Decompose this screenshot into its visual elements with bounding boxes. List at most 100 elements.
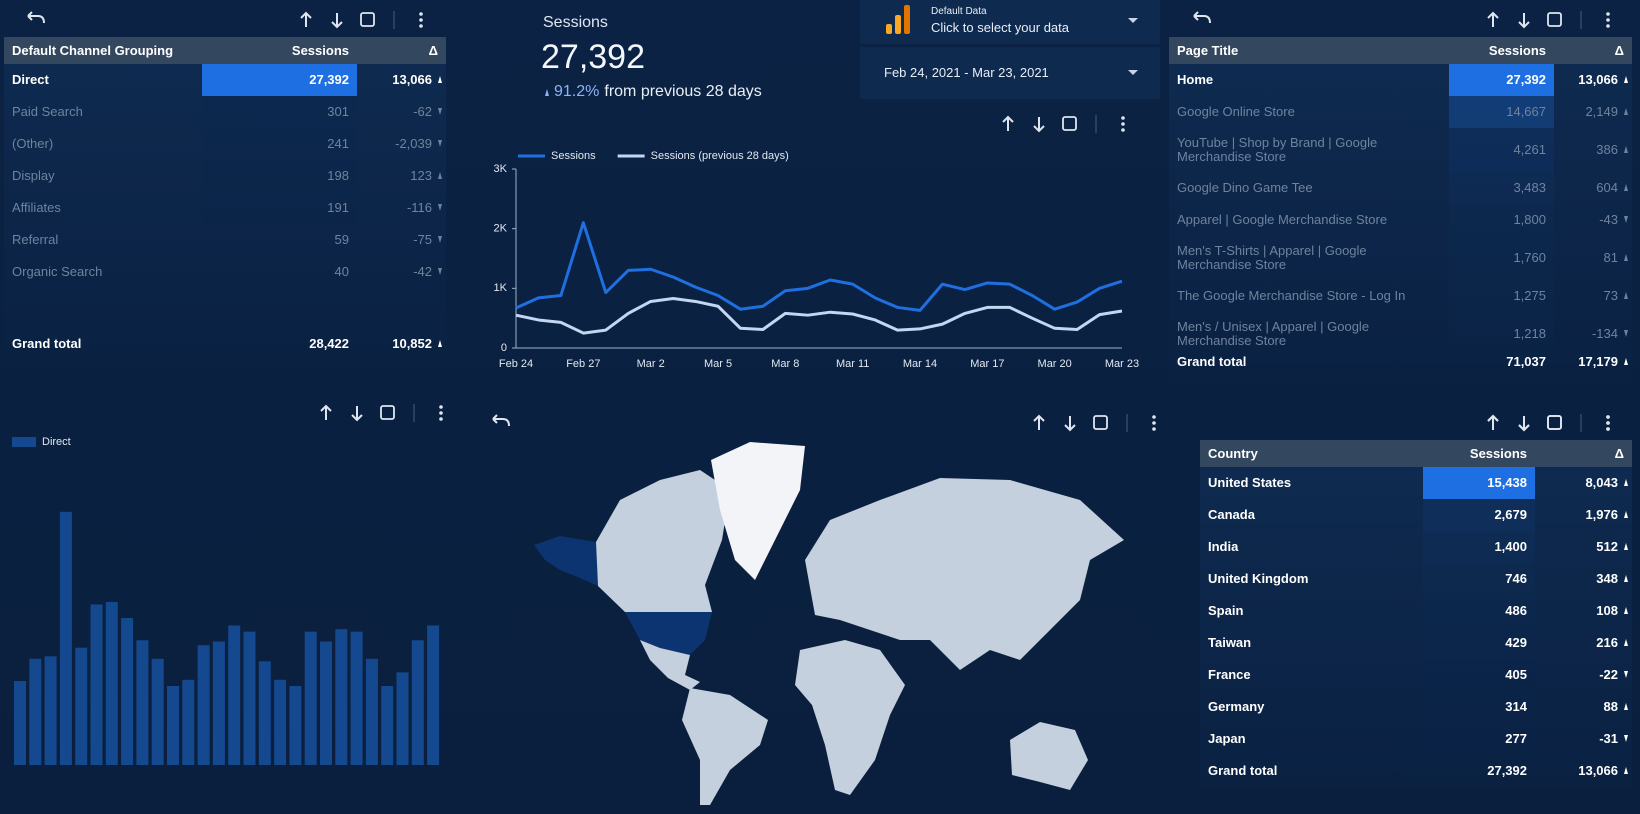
up-arrow <box>1624 292 1628 299</box>
menu-dot[interactable] <box>1606 12 1610 16</box>
menu-dot[interactable] <box>1121 122 1125 126</box>
delta-cell: -116 <box>357 201 446 215</box>
chart-toolbar[interactable] <box>1487 414 1610 432</box>
menu-dot[interactable] <box>1606 18 1610 22</box>
table-row: YouTube | Shop by Brand | Google Merchan… <box>1169 128 1632 172</box>
sort-up-icon[interactable] <box>1487 414 1499 430</box>
bar <box>320 641 332 765</box>
menu-dot[interactable] <box>1152 415 1156 419</box>
menu-dot[interactable] <box>1121 116 1125 120</box>
total-delta: 17,179 <box>1554 355 1632 369</box>
sort-down-icon[interactable] <box>1033 117 1045 133</box>
sort-down-icon[interactable] <box>351 406 363 422</box>
x-tick-label: Feb 27 <box>566 358 600 370</box>
data-source-selector[interactable]: Default Data Click to select your data <box>860 0 1160 44</box>
row-label: Referral <box>12 232 59 247</box>
undo-icon[interactable] <box>27 11 45 24</box>
total-sessions: 27,392 <box>1487 763 1527 778</box>
sort-up-icon[interactable] <box>300 11 312 27</box>
up-arrow <box>1624 575 1628 582</box>
explore-icon[interactable] <box>360 12 375 27</box>
table-row: Google Online Store 14,667 2,149 <box>1169 96 1632 128</box>
delta-cell: 604 <box>1554 181 1632 195</box>
sort-down-icon[interactable] <box>331 13 343 29</box>
menu-dot[interactable] <box>439 411 443 415</box>
row-label: Germany <box>1208 699 1265 714</box>
chart-toolbar[interactable] <box>1487 11 1610 29</box>
total-row: Grand total 27,392 13,066 <box>1200 755 1632 787</box>
chart-toolbar[interactable] <box>1002 115 1125 133</box>
sessions-cell: 1,760 <box>1449 236 1554 280</box>
total-delta: 13,066 <box>1535 764 1632 778</box>
sort-down-icon[interactable] <box>1518 13 1530 29</box>
menu-dot[interactable] <box>1606 24 1610 28</box>
menu-dot[interactable] <box>1152 427 1156 431</box>
bar <box>167 685 179 765</box>
sort-up-icon[interactable] <box>1002 115 1014 131</box>
down-arrow <box>438 140 442 147</box>
up-arrow <box>1624 108 1628 115</box>
menu-dot[interactable] <box>419 24 423 28</box>
menu-dot[interactable] <box>1606 427 1610 431</box>
undo-icon[interactable] <box>1193 11 1211 24</box>
sessions-cell: 746 <box>1423 563 1535 595</box>
delta-cell: 13,066 <box>1554 73 1632 87</box>
sort-up-icon[interactable] <box>1487 11 1499 27</box>
row-label: Home <box>1177 72 1214 87</box>
explore-icon[interactable] <box>1547 415 1562 430</box>
delta-cell: -62 <box>357 105 446 119</box>
menu-dot[interactable] <box>1152 421 1156 425</box>
sort-down-icon[interactable] <box>1064 416 1076 432</box>
table-row: Direct 27,392 13,066 <box>4 64 446 96</box>
map-land <box>795 640 905 795</box>
menu-dot[interactable] <box>1606 421 1610 425</box>
delta-cell: 73 <box>1554 289 1632 303</box>
explore-icon[interactable] <box>1547 415 1562 430</box>
change-value: 91.2% <box>554 83 600 100</box>
row-label: Display <box>12 168 55 183</box>
chart-toolbar[interactable] <box>320 404 443 422</box>
row-label: Men's T-Shirts | Apparel | Google Mercha… <box>1177 243 1367 272</box>
scorecard-change: 91.2% from previous 28 days <box>545 83 762 101</box>
table-row: (Other) 241 -2,039 <box>4 128 446 160</box>
table-body: United States 15,438 8,043 Canada 2,679 1,976… <box>1200 467 1632 755</box>
menu-dot[interactable] <box>439 417 443 421</box>
row-label: Google Online Store <box>1177 104 1295 119</box>
table-row: Display 198 123 <box>4 160 446 192</box>
bar <box>228 625 241 765</box>
undo-icon[interactable] <box>492 414 510 427</box>
sort-up-icon[interactable] <box>320 404 332 420</box>
bar <box>427 625 440 765</box>
sort-down-icon[interactable] <box>1518 416 1530 432</box>
date-range-selector[interactable]: Feb 24, 2021 - Mar 23, 2021 <box>860 47 1160 99</box>
down-arrow <box>1624 216 1628 223</box>
row-label: United Kingdom <box>1208 571 1309 586</box>
menu-dot[interactable] <box>439 405 443 409</box>
explore-icon[interactable] <box>1062 116 1077 131</box>
x-tick-label: Mar 8 <box>771 358 799 370</box>
up-arrow <box>1624 511 1628 518</box>
menu-dot[interactable] <box>1121 128 1125 132</box>
menu-dot[interactable] <box>419 18 423 22</box>
sort-up-icon[interactable] <box>1033 414 1045 430</box>
explore-icon[interactable] <box>380 405 395 420</box>
explore-icon[interactable] <box>1547 12 1562 27</box>
menu-dot[interactable] <box>419 12 423 16</box>
total-sessions: 28,422 <box>309 336 349 351</box>
bar <box>381 685 394 765</box>
explore-icon[interactable] <box>1093 415 1108 430</box>
chart-toolbar[interactable] <box>1033 414 1156 432</box>
column-header: Δ <box>1614 43 1624 58</box>
menu-dot[interactable] <box>1606 415 1610 419</box>
up-arrow <box>1624 254 1628 261</box>
delta-cell: -134 <box>1554 327 1632 341</box>
x-tick-label: Mar 23 <box>1105 358 1139 370</box>
table-row: Spain 486 108 <box>1200 595 1632 627</box>
delta-cell: 8,043 <box>1535 476 1632 490</box>
y-tick-label: 2K <box>494 223 508 235</box>
chart-toolbar[interactable] <box>300 11 423 29</box>
row-label: (Other) <box>12 136 54 151</box>
bar <box>182 679 195 765</box>
row-label: Google Dino Game Tee <box>1177 180 1313 195</box>
